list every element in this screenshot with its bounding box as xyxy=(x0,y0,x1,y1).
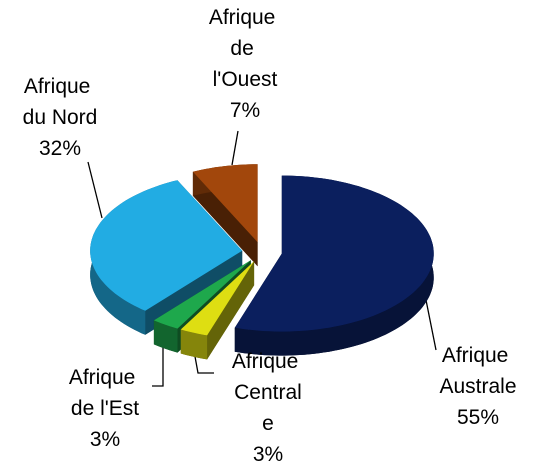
label-line: Afrique xyxy=(69,366,141,389)
slice-wall xyxy=(153,320,178,353)
category-label: Afrique Central e xyxy=(232,350,304,435)
label-line: Afrique xyxy=(209,6,281,29)
slice-top xyxy=(180,261,255,336)
label-line: du Nord xyxy=(23,106,98,129)
label-line: e xyxy=(262,412,274,435)
category-label: Afrique Australe xyxy=(439,344,516,398)
category-label: Afrique de l'Ouest xyxy=(209,6,281,91)
pie xyxy=(90,164,434,360)
slice-top xyxy=(234,175,434,332)
category-label: Afrique de l'Est xyxy=(69,366,141,420)
label-line: l'Ouest xyxy=(213,68,278,91)
label-line: Afrique xyxy=(24,75,96,98)
leader-line xyxy=(152,337,164,387)
label-line: Afrique xyxy=(442,344,514,367)
label-line: de l'Est xyxy=(71,397,139,420)
slice-wall xyxy=(180,329,208,360)
value-label: 55% xyxy=(457,406,499,429)
label-line: de xyxy=(230,37,259,60)
value-label: 7% xyxy=(230,99,260,122)
label-line: Central xyxy=(234,381,302,404)
labels: Afrique Australe 55% Afrique Central e 3% Afr… xyxy=(23,6,517,466)
leader-line xyxy=(87,161,103,219)
slice-top xyxy=(192,164,258,243)
label-line: Afrique xyxy=(232,350,304,373)
leader-line xyxy=(231,130,239,166)
label-line: Australe xyxy=(439,375,516,398)
slice-wall xyxy=(234,175,434,356)
value-label: 3% xyxy=(90,428,120,451)
slice-top xyxy=(90,180,243,311)
value-label: 3% xyxy=(253,443,283,466)
category-label: Afrique du Nord xyxy=(23,75,98,129)
value-label: 32% xyxy=(39,137,81,160)
slice-side xyxy=(192,171,258,267)
slice-top xyxy=(153,260,251,329)
